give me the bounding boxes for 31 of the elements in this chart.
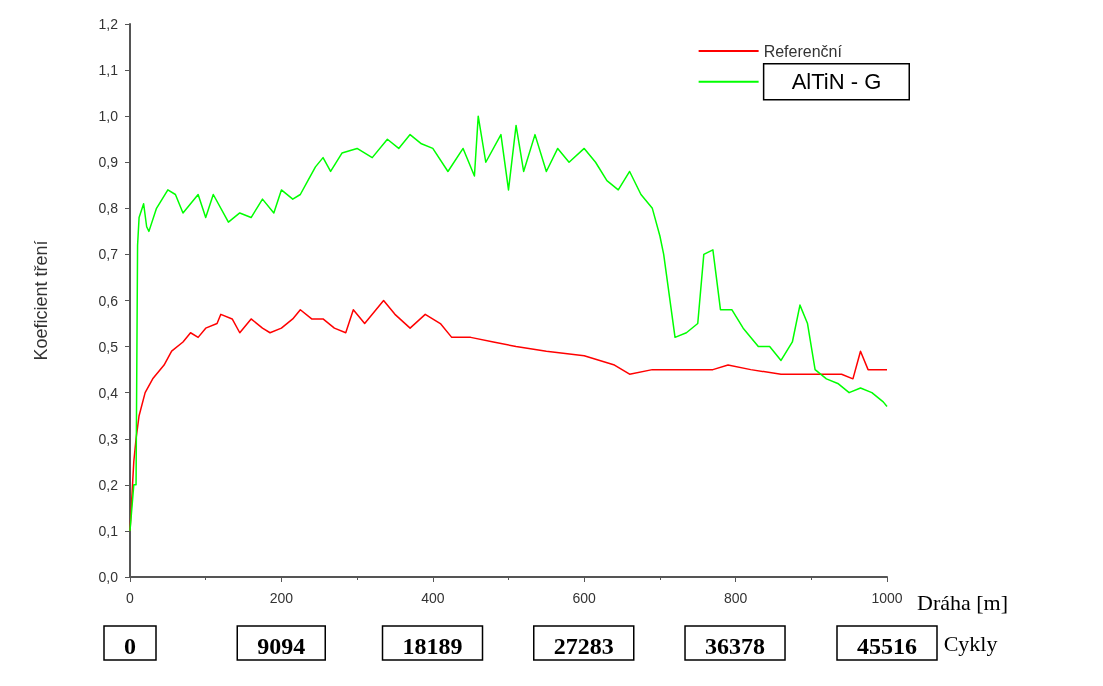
x2-tick-label: 36378	[705, 633, 766, 659]
x2-axis-title: Cykly	[943, 630, 998, 656]
x-tick-label: 400	[421, 590, 445, 606]
y-tick-label: 0,3	[98, 430, 119, 447]
x-tick-label: 800	[723, 590, 748, 606]
x-tick-label: 1000	[871, 590, 903, 606]
y-tick-label: 0,9	[98, 154, 119, 171]
y-axis-title: Koeficient tření	[31, 240, 51, 361]
y-tick-label: 0,6	[98, 292, 119, 309]
legend-label: AlTiN - G	[791, 69, 882, 95]
y-tick-label: 0,7	[98, 246, 119, 263]
legend-label: Referenční	[763, 42, 843, 60]
x-tick-label: 0	[126, 590, 135, 606]
y-tick-label: 1,1	[98, 62, 119, 79]
x2-tick-label: 27283	[553, 633, 614, 659]
y-tick-label: 0,8	[98, 200, 119, 217]
y-tick-label: 0,5	[98, 338, 119, 355]
x-tick-label: 600	[572, 590, 597, 606]
line-series	[129, 115, 888, 532]
y-tick-label: 0,0	[98, 569, 119, 585]
y-tick-label: 1,0	[98, 108, 119, 125]
x-axis-title: Dráha [m]	[917, 589, 1009, 615]
x2-tick-label: 9094	[257, 633, 306, 659]
y-tick-label: 0,2	[98, 476, 119, 493]
y-tick-label: 1,2	[98, 16, 119, 32]
x2-tick-label: 18189	[402, 633, 463, 659]
y-tick-label: 0,4	[98, 384, 119, 401]
x-tick-label: 200	[269, 590, 294, 606]
x2-tick-label: 45516	[857, 633, 917, 659]
x2-tick-label: 0	[124, 633, 136, 659]
y-tick-label: 0,1	[98, 522, 119, 539]
